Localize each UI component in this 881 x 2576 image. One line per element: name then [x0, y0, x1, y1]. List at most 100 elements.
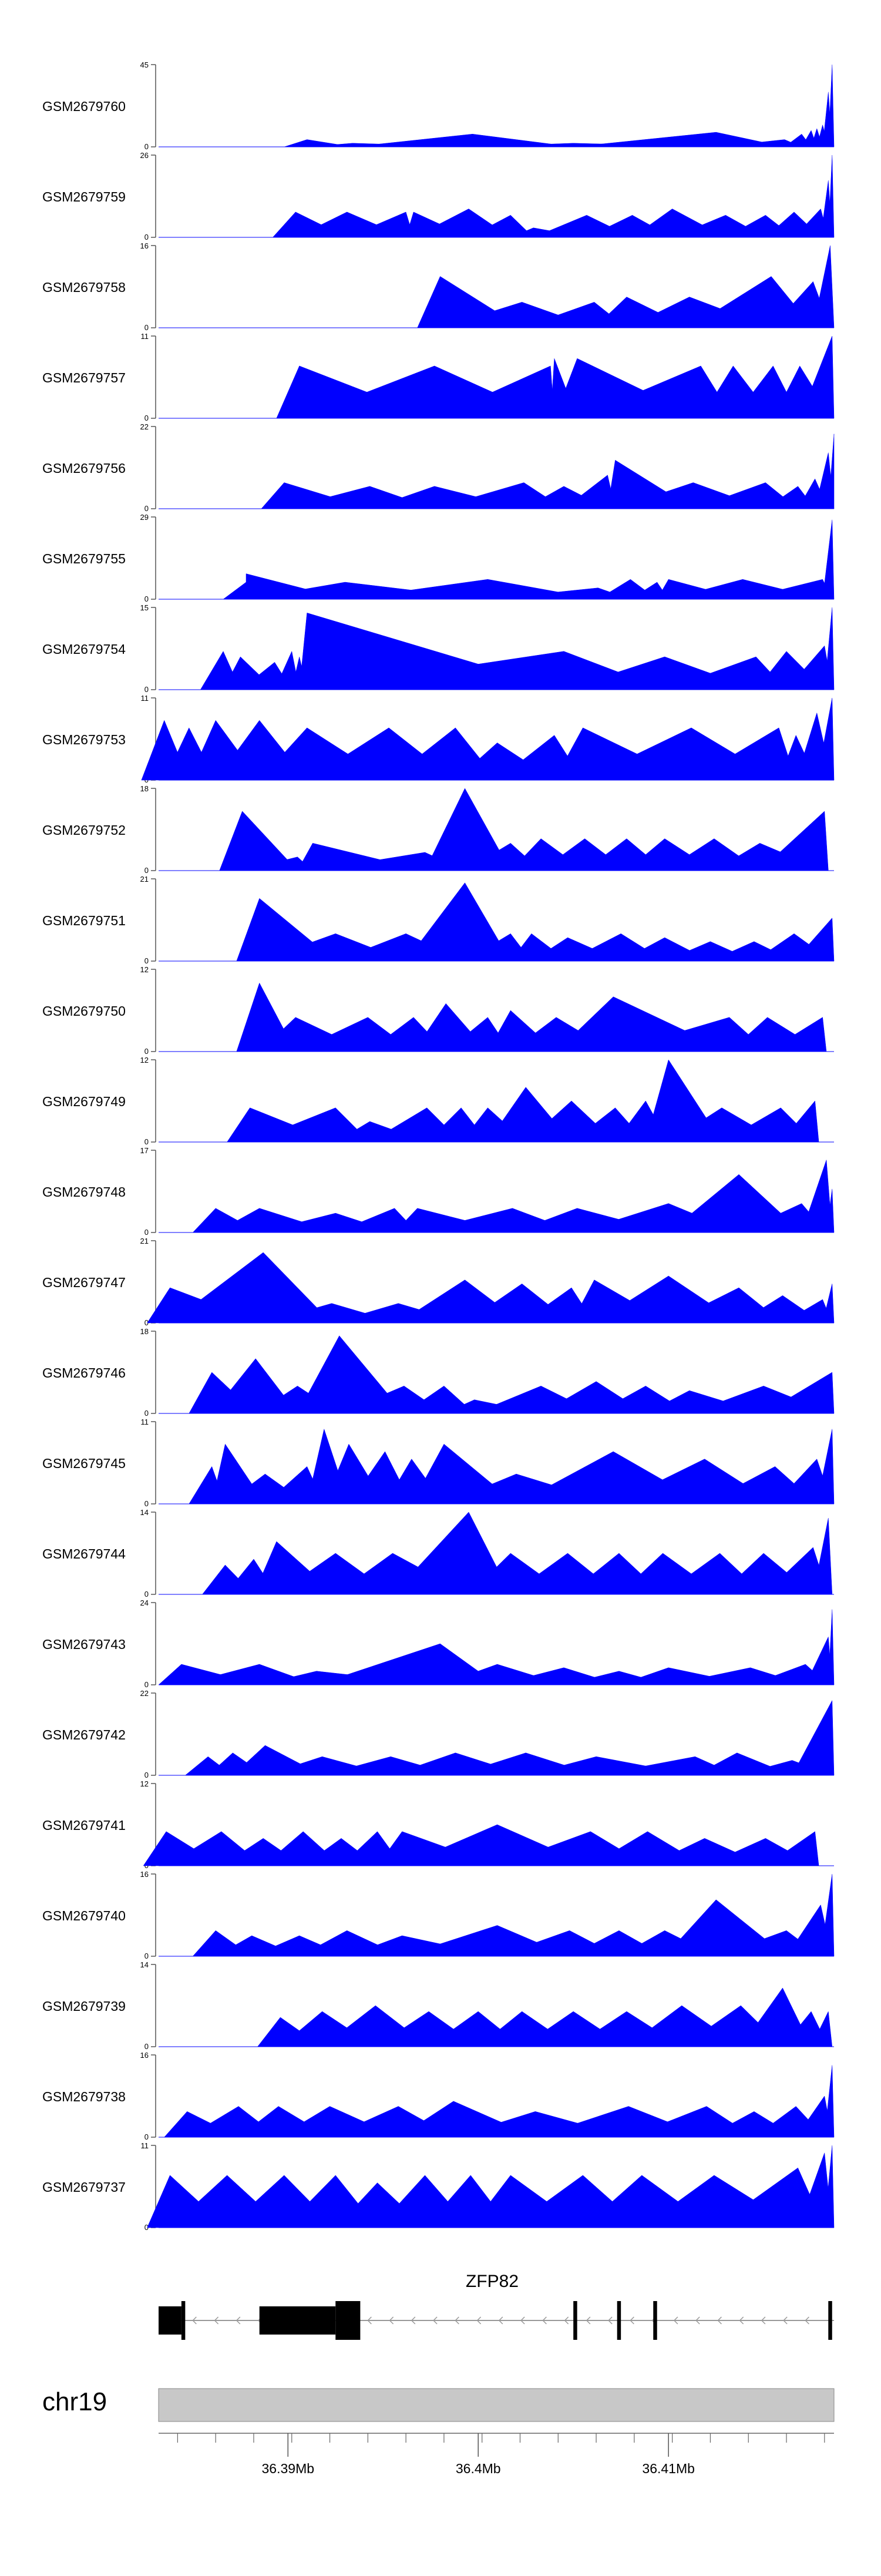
y-tick-label-max: 11	[141, 1418, 149, 1426]
strand-arrow	[236, 2316, 241, 2325]
track-label: GSM2679746	[42, 1365, 126, 1381]
y-tick-label-min: 0	[144, 1590, 149, 1598]
track-label: GSM2679738	[42, 2089, 126, 2104]
track-label: GSM2679753	[42, 732, 126, 747]
x-tick-label: 36.41Mb	[642, 2461, 695, 2476]
strand-arrow	[695, 2316, 700, 2325]
strand-arrow	[805, 2316, 809, 2325]
track-label: GSM2679755	[42, 551, 126, 566]
track-GSM2679751: GSM2679751 21 0	[42, 875, 835, 965]
track-label: GSM2679751	[42, 913, 126, 928]
track-label: GSM2679745	[42, 1456, 126, 1471]
track-label: GSM2679740	[42, 1908, 126, 1923]
y-tick-label-min: 0	[144, 866, 149, 875]
gene-name: ZFP82	[466, 2272, 519, 2291]
y-tick-label-max: 16	[140, 1870, 149, 1879]
coverage-peak	[822, 519, 835, 600]
y-tick-label-max: 21	[140, 1237, 149, 1245]
track-GSM2679749: GSM2679749 12 0	[42, 1056, 834, 1146]
track-GSM2679756: GSM2679756 22 0	[42, 422, 835, 513]
track-label: GSM2679747	[42, 1275, 126, 1290]
y-tick-label-min: 0	[144, 956, 149, 965]
strand-arrow	[761, 2316, 766, 2325]
track-GSM2679755: GSM2679755 29 0	[42, 513, 835, 603]
x-tick-label: 36.4Mb	[456, 2461, 501, 2476]
y-tick-label-max: 22	[140, 422, 149, 431]
y-tick-label-min: 0	[144, 1771, 149, 1779]
track-GSM2679747: GSM2679747 21 0	[42, 1237, 835, 1327]
y-tick-label-min: 0	[144, 414, 149, 422]
y-tick-label-max: 14	[140, 1508, 149, 1517]
exon	[181, 2301, 186, 2340]
y-tick-label-max: 16	[140, 241, 149, 250]
strand-arrow	[192, 2316, 197, 2325]
exon	[653, 2301, 657, 2340]
track-label: GSM2679752	[42, 822, 126, 838]
exon	[617, 2301, 621, 2340]
track-GSM2679760: GSM2679760 45 0	[42, 61, 835, 151]
strand-arrow	[608, 2316, 613, 2325]
track-GSM2679738: GSM2679738 16 0	[42, 2051, 835, 2141]
track-GSM2679757: GSM2679757 11 0	[42, 332, 835, 422]
coverage-peak	[824, 607, 835, 690]
track-GSM2679740: GSM2679740 16 0	[42, 1870, 835, 1960]
y-tick-label-max: 11	[141, 332, 149, 341]
y-tick-label-max: 24	[140, 1598, 149, 1607]
track-label: GSM2679742	[42, 1727, 126, 1742]
strand-arrow	[433, 2316, 438, 2325]
exon	[828, 2301, 832, 2340]
track-GSM2679752: GSM2679752 18 0	[42, 784, 834, 875]
y-tick-label-min: 0	[144, 504, 149, 513]
track-GSM2679744: GSM2679744 14 0	[42, 1508, 834, 1598]
exon	[259, 2306, 336, 2335]
strand-arrow	[367, 2316, 372, 2325]
y-tick-label-max: 18	[140, 1327, 149, 1336]
strand-arrow	[214, 2316, 219, 2325]
track-label: GSM2679750	[42, 1003, 126, 1019]
y-tick-label-min: 0	[144, 1228, 149, 1237]
track-GSM2679737: GSM2679737 11 0	[42, 2141, 835, 2232]
coverage-peak	[805, 1636, 833, 1685]
track-GSM2679742: GSM2679742 22 0	[42, 1689, 835, 1779]
y-tick-label-min: 0	[144, 685, 149, 694]
track-label: GSM2679737	[42, 2179, 126, 2195]
y-tick-label-min: 0	[144, 2223, 149, 2232]
exon	[159, 2306, 181, 2335]
track-GSM2679759: GSM2679759 26 0	[42, 151, 835, 241]
strand-arrow	[455, 2316, 459, 2325]
track-GSM2679754: GSM2679754 15 0	[42, 603, 835, 694]
y-tick-label-max: 14	[140, 1960, 149, 1969]
y-tick-label-max: 11	[141, 694, 149, 703]
y-tick-label-max: 21	[140, 875, 149, 884]
track-GSM2679745: GSM2679745 11 0	[42, 1418, 835, 1508]
strand-arrow	[411, 2316, 416, 2325]
y-tick-label-min: 0	[144, 2132, 149, 2141]
x-tick-label: 36.39Mb	[262, 2461, 315, 2476]
exon	[573, 2301, 577, 2340]
track-label: GSM2679748	[42, 1184, 126, 1200]
chromosome-band	[158, 2388, 835, 2422]
track-label: GSM2679744	[42, 1546, 126, 1561]
track-label: GSM2679757	[42, 370, 126, 385]
y-tick-label-max: 17	[140, 1146, 149, 1155]
y-tick-label-min: 0	[144, 323, 149, 332]
y-tick-label-max: 16	[140, 2051, 149, 2060]
strand-arrow	[673, 2316, 678, 2325]
track-GSM2679748: GSM2679748 17 0	[42, 1146, 835, 1237]
track-label: GSM2679743	[42, 1637, 126, 1652]
coverage-peak	[223, 582, 247, 600]
strand-arrow	[739, 2316, 744, 2325]
y-tick-label-max: 15	[140, 603, 149, 612]
exon	[335, 2301, 361, 2340]
strand-arrow	[564, 2316, 569, 2325]
strand-arrow	[389, 2316, 394, 2325]
track-GSM2679753: GSM2679753110	[42, 694, 835, 784]
track-GSM2679746: GSM2679746 18 0	[42, 1327, 835, 1418]
track-GSM2679743: GSM2679743 24 0	[42, 1598, 835, 1689]
strand-arrow	[498, 2316, 503, 2325]
y-tick-label-min: 0	[144, 595, 149, 603]
y-tick-label-min: 0	[144, 1137, 149, 1146]
y-tick-label-max: 18	[140, 784, 149, 793]
